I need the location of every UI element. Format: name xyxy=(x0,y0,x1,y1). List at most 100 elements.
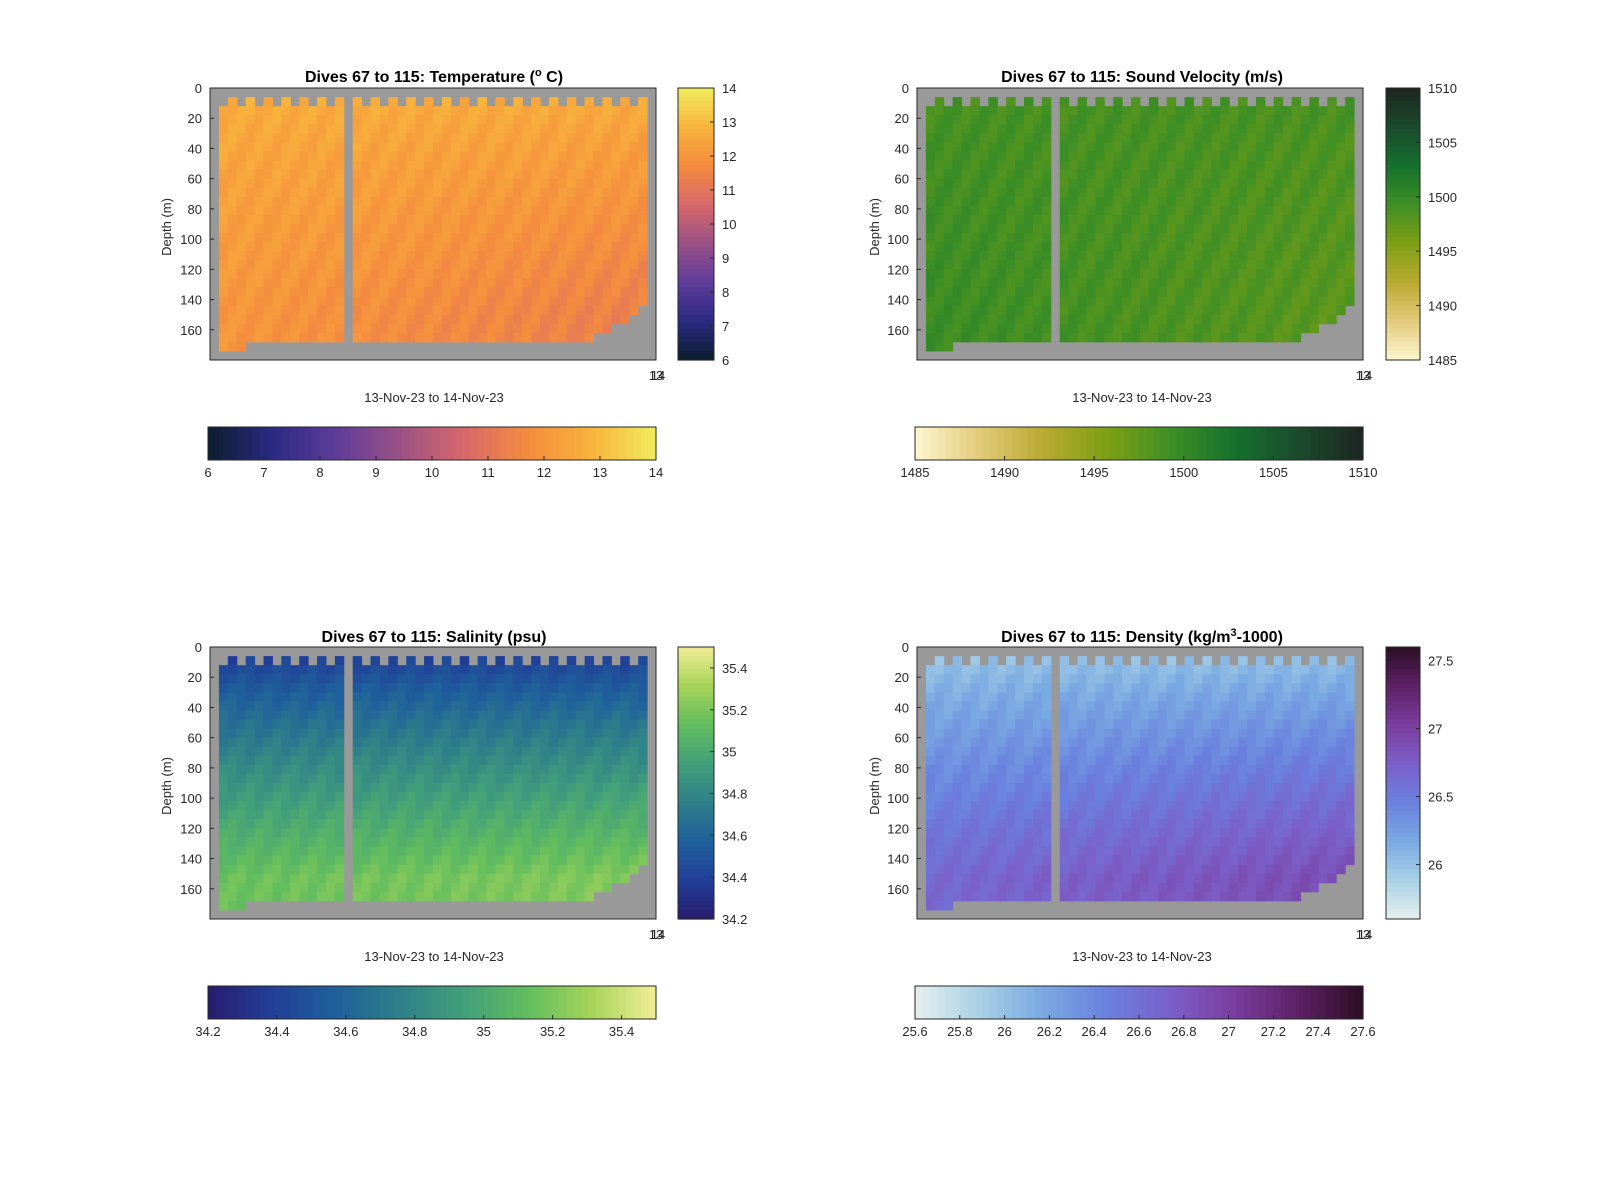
heatmap-cell xyxy=(504,115,514,125)
heatmap-cell xyxy=(1140,873,1150,884)
heatmap-cell xyxy=(1059,296,1070,307)
heatmap-cell xyxy=(290,269,300,279)
heatmap-cell xyxy=(272,233,282,243)
heatmap-cell xyxy=(1068,692,1079,702)
heatmap-cell xyxy=(1032,810,1043,820)
heatmap-cell xyxy=(629,783,639,793)
heatmap-cell xyxy=(1113,269,1123,279)
heatmap-cell xyxy=(236,683,247,693)
heatmap-cell xyxy=(970,115,980,125)
heatmap-cell xyxy=(227,764,238,775)
heatmap-cell xyxy=(370,106,380,116)
heatmap-cell xyxy=(925,224,936,234)
colorbar-segment xyxy=(237,986,246,1019)
heatmap-cell xyxy=(1015,719,1025,730)
heatmap-cell xyxy=(1229,205,1239,216)
sound-velocity-x-tick-1: 13 xyxy=(1356,368,1370,383)
heatmap-cell xyxy=(1131,97,1141,107)
heatmap-cell xyxy=(459,106,470,116)
heatmap-cell xyxy=(934,846,945,857)
heatmap-cell xyxy=(566,214,577,225)
heatmap-cell xyxy=(245,656,256,666)
heatmap-cell xyxy=(925,783,936,793)
heatmap-cell xyxy=(1247,178,1257,189)
colorbar-segment xyxy=(1386,183,1420,189)
colorbar-tick-label: 1485 xyxy=(901,465,930,480)
heatmap-cell xyxy=(513,674,523,684)
heatmap-cell xyxy=(361,151,372,162)
heatmap-cell xyxy=(325,728,336,739)
heatmap-cell xyxy=(1015,151,1025,162)
heatmap-cell xyxy=(325,278,336,288)
heatmap-cell xyxy=(513,142,523,152)
heatmap-cell xyxy=(611,187,621,198)
heatmap-cell xyxy=(236,873,247,884)
heatmap-cell xyxy=(236,278,247,288)
heatmap-cell xyxy=(602,106,612,116)
heatmap-cell xyxy=(925,701,936,711)
heatmap-cell xyxy=(1024,810,1034,820)
heatmap-cell xyxy=(1131,305,1141,316)
colorbar-segment xyxy=(1280,427,1289,460)
heatmap-cell xyxy=(1015,783,1025,793)
heatmap-cell xyxy=(317,97,327,107)
colorbar-segment xyxy=(432,427,441,460)
heatmap-cell xyxy=(272,314,282,325)
heatmap-cell xyxy=(361,205,372,216)
heatmap-cell xyxy=(1095,764,1105,775)
heatmap-cell xyxy=(925,106,936,116)
colorbar-tick-label: 34.8 xyxy=(722,786,747,801)
colorbar-segment xyxy=(387,986,396,1019)
heatmap-cell xyxy=(531,196,541,207)
heatmap-cell xyxy=(943,665,954,675)
heatmap-cell xyxy=(370,251,380,261)
heatmap-cell xyxy=(1015,692,1025,702)
heatmap-cell xyxy=(1077,278,1087,288)
heatmap-cell xyxy=(450,169,461,180)
heatmap-cell xyxy=(441,719,452,730)
heatmap-cell xyxy=(1157,287,1168,298)
heatmap-cell xyxy=(441,746,452,757)
heatmap-cell xyxy=(1041,855,1052,866)
colorbar-segment xyxy=(678,887,714,893)
heatmap-cell xyxy=(468,755,479,766)
heatmap-cell xyxy=(943,214,954,225)
heatmap-cell xyxy=(388,260,398,270)
heatmap-cell xyxy=(281,710,291,721)
heatmap-cell xyxy=(227,187,238,198)
heatmap-cell xyxy=(218,900,229,911)
heatmap-cell xyxy=(263,269,273,279)
colorbar-tick-label: 34.2 xyxy=(195,1024,220,1039)
heatmap-cell xyxy=(620,115,630,125)
heatmap-cell xyxy=(1220,169,1230,180)
heatmap-cell xyxy=(406,837,416,847)
heatmap-cell xyxy=(1086,846,1096,857)
heatmap-cell xyxy=(1166,332,1177,343)
heatmap-cell xyxy=(934,115,945,125)
heatmap-cell xyxy=(263,133,273,143)
heatmap-cell xyxy=(1015,169,1025,180)
heatmap-cell xyxy=(970,656,980,666)
heatmap-cell xyxy=(352,828,363,838)
heatmap-cell xyxy=(513,701,523,711)
heatmap-cell xyxy=(1059,737,1070,748)
heatmap-cell xyxy=(1095,819,1105,829)
heatmap-cell xyxy=(1140,891,1150,902)
heatmap-cell xyxy=(988,196,998,207)
heatmap-cell xyxy=(218,773,229,784)
heatmap-cell xyxy=(997,178,1007,189)
heatmap-cell xyxy=(988,656,998,666)
heatmap-cell xyxy=(477,873,488,884)
heatmap-cell xyxy=(1193,332,1203,343)
heatmap-cell xyxy=(1193,287,1203,298)
heatmap-cell xyxy=(629,278,639,288)
heatmap-cell xyxy=(1291,287,1302,298)
heatmap-cell xyxy=(531,728,541,739)
heatmap-cell xyxy=(245,115,256,125)
heatmap-cell xyxy=(1059,810,1070,820)
heatmap-cell xyxy=(468,214,479,225)
heatmap-cell xyxy=(468,142,479,152)
heatmap-cell xyxy=(620,783,630,793)
heatmap-cell xyxy=(629,665,639,675)
heatmap-cell xyxy=(1318,233,1328,243)
